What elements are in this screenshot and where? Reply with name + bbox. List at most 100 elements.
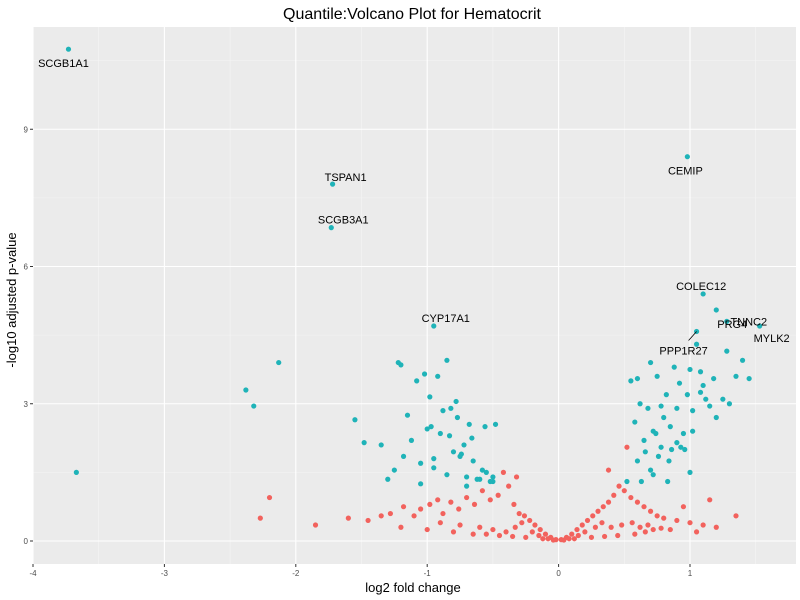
significant-point bbox=[658, 403, 664, 409]
significant-point bbox=[418, 481, 424, 487]
nonsignificant-point bbox=[545, 536, 551, 542]
significant-point bbox=[637, 401, 643, 407]
labeled-point bbox=[65, 46, 72, 52]
significant-point bbox=[251, 403, 257, 409]
significant-point bbox=[661, 414, 667, 421]
nonsignificant-point bbox=[600, 504, 606, 510]
significant-point bbox=[647, 467, 654, 473]
significant-point bbox=[408, 437, 415, 443]
significant-point bbox=[458, 451, 464, 457]
significant-point bbox=[707, 403, 713, 409]
labeled-point bbox=[431, 323, 437, 329]
significant-point bbox=[431, 465, 437, 471]
significant-point bbox=[400, 453, 407, 459]
significant-point bbox=[665, 478, 671, 485]
nonsignificant-point bbox=[496, 532, 503, 539]
nonsignificant-point bbox=[629, 520, 635, 526]
nonsignificant-point bbox=[641, 504, 647, 510]
significant-point bbox=[431, 456, 437, 462]
significant-point bbox=[697, 369, 704, 375]
nonsignificant-point bbox=[470, 531, 476, 537]
gene-label: CEMIP bbox=[668, 166, 703, 178]
nonsignificant-point bbox=[645, 522, 651, 528]
gene-label: SCGB3A1 bbox=[318, 215, 369, 227]
significant-point bbox=[490, 474, 496, 480]
nonsignificant-point bbox=[471, 501, 478, 507]
significant-point bbox=[645, 405, 651, 411]
significant-point bbox=[682, 446, 688, 453]
x-axis-ticks: -4 -3 -2 -1 0 1 bbox=[29, 564, 693, 578]
gene-label: PPP1R27 bbox=[659, 345, 707, 357]
labeled-point bbox=[328, 225, 334, 231]
y-tick-label: 6 bbox=[24, 263, 29, 272]
nonsignificant-point bbox=[680, 504, 687, 510]
significant-point bbox=[398, 362, 404, 368]
significant-point bbox=[453, 398, 459, 405]
significant-point bbox=[448, 405, 454, 411]
y-axis-label: -log10 adjusted p-value bbox=[4, 232, 19, 367]
significant-point bbox=[711, 375, 717, 382]
significant-point bbox=[726, 401, 733, 407]
nonsignificant-point bbox=[483, 531, 489, 537]
x-tick-label: -3 bbox=[161, 569, 169, 578]
significant-point bbox=[492, 421, 499, 427]
y-tick-label: 9 bbox=[24, 125, 29, 134]
significant-point bbox=[469, 435, 475, 441]
nonsignificant-point bbox=[424, 526, 430, 533]
significant-point bbox=[680, 430, 687, 437]
nonsignificant-point bbox=[582, 529, 588, 535]
significant-point bbox=[421, 371, 428, 377]
nonsignificant-point bbox=[658, 525, 664, 531]
gene-label: COLEC12 bbox=[676, 281, 726, 293]
nonsignificant-point bbox=[411, 513, 417, 519]
significant-point bbox=[466, 421, 472, 427]
significant-point bbox=[684, 392, 690, 398]
nonsignificant-point bbox=[566, 536, 572, 542]
significant-point bbox=[733, 373, 739, 379]
nonsignificant-point bbox=[637, 524, 643, 530]
nonsignificant-point bbox=[529, 529, 535, 535]
labeled-point bbox=[713, 307, 719, 313]
x-tick-label: -2 bbox=[292, 569, 300, 578]
gene-label: TSPAN1 bbox=[325, 172, 367, 184]
significant-point bbox=[73, 469, 79, 475]
significant-point bbox=[437, 430, 443, 437]
x-tick-label: 1 bbox=[688, 569, 693, 578]
significant-point bbox=[428, 424, 434, 430]
gene-label: SCGB1A1 bbox=[38, 58, 89, 70]
gene-labels: SCGB1A1 TSPAN1 SCGB3A1 CYP17A1 CEMIP COLEC12 P… bbox=[38, 58, 790, 357]
chart-title: Quantile:Volcano Plot for Hematocrit bbox=[283, 6, 541, 23]
significant-point bbox=[427, 394, 433, 400]
significant-point bbox=[446, 433, 453, 439]
label-leader-line bbox=[688, 331, 697, 341]
nonsignificant-point bbox=[619, 522, 625, 528]
gene-label: PRG4 bbox=[717, 319, 747, 331]
significant-point bbox=[720, 396, 726, 402]
nonsignificant-point bbox=[654, 513, 660, 519]
significant-point bbox=[385, 476, 391, 482]
nonsignificant-point bbox=[457, 522, 463, 528]
nonsignificant-point bbox=[579, 522, 585, 528]
nonsignificant-point bbox=[537, 526, 543, 533]
nonsignificant-point bbox=[550, 537, 556, 543]
significant-point bbox=[654, 373, 660, 379]
nonsignificant-point bbox=[510, 533, 516, 540]
significant-point bbox=[746, 375, 752, 382]
nonsignificant-point bbox=[733, 513, 739, 519]
nonsignificant-point bbox=[450, 529, 457, 535]
nonsignificant-point bbox=[464, 494, 470, 501]
plot-panel bbox=[33, 27, 796, 564]
significant-point bbox=[440, 408, 446, 414]
nonsignificant-point bbox=[503, 529, 509, 535]
nonsignificant-point bbox=[536, 532, 542, 539]
nonsignificant-point bbox=[519, 520, 525, 526]
nonsignificant-point bbox=[687, 520, 693, 526]
nonsignificant-point bbox=[584, 517, 591, 524]
nonsignificant-point bbox=[257, 515, 263, 521]
significant-point bbox=[632, 419, 638, 425]
nonsignificant-point bbox=[506, 483, 512, 489]
nonsignificant-point bbox=[490, 526, 496, 533]
significant-point bbox=[361, 440, 367, 446]
significant-point bbox=[676, 380, 683, 386]
